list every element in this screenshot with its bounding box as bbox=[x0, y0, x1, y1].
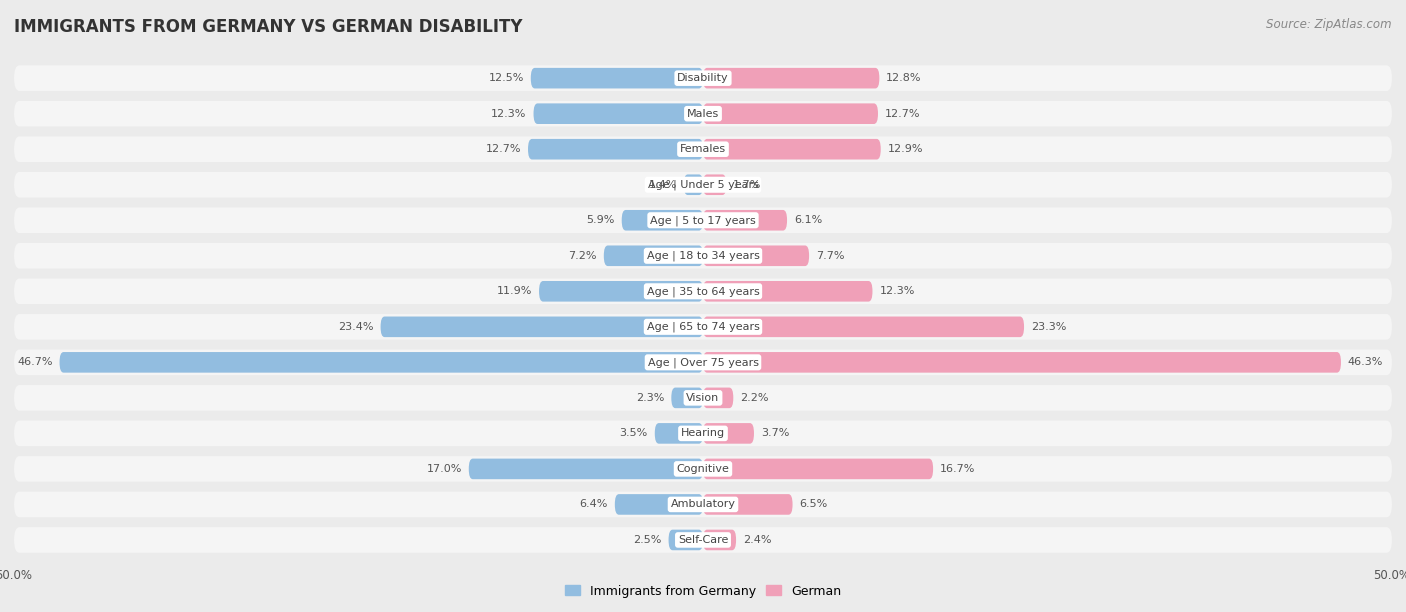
FancyBboxPatch shape bbox=[531, 68, 703, 89]
Text: 6.5%: 6.5% bbox=[800, 499, 828, 509]
FancyBboxPatch shape bbox=[14, 278, 1392, 304]
FancyBboxPatch shape bbox=[14, 491, 1392, 517]
FancyBboxPatch shape bbox=[14, 65, 1392, 91]
FancyBboxPatch shape bbox=[529, 139, 703, 160]
Text: Females: Females bbox=[681, 144, 725, 154]
Text: Age | 35 to 64 years: Age | 35 to 64 years bbox=[647, 286, 759, 297]
Text: 12.3%: 12.3% bbox=[491, 109, 527, 119]
Text: 3.5%: 3.5% bbox=[620, 428, 648, 438]
Text: Age | 18 to 34 years: Age | 18 to 34 years bbox=[647, 250, 759, 261]
FancyBboxPatch shape bbox=[703, 174, 727, 195]
Text: 16.7%: 16.7% bbox=[941, 464, 976, 474]
FancyBboxPatch shape bbox=[381, 316, 703, 337]
FancyBboxPatch shape bbox=[14, 527, 1392, 553]
FancyBboxPatch shape bbox=[621, 210, 703, 231]
Text: 12.5%: 12.5% bbox=[488, 73, 524, 83]
FancyBboxPatch shape bbox=[603, 245, 703, 266]
Text: 1.7%: 1.7% bbox=[734, 180, 762, 190]
FancyBboxPatch shape bbox=[703, 352, 1341, 373]
Text: 6.4%: 6.4% bbox=[579, 499, 607, 509]
Text: 1.4%: 1.4% bbox=[648, 180, 676, 190]
Text: 7.7%: 7.7% bbox=[815, 251, 845, 261]
FancyBboxPatch shape bbox=[14, 314, 1392, 340]
FancyBboxPatch shape bbox=[703, 387, 734, 408]
FancyBboxPatch shape bbox=[59, 352, 703, 373]
FancyBboxPatch shape bbox=[655, 423, 703, 444]
Text: 46.7%: 46.7% bbox=[17, 357, 52, 367]
Text: 23.4%: 23.4% bbox=[339, 322, 374, 332]
FancyBboxPatch shape bbox=[669, 529, 703, 550]
Text: Age | Under 5 years: Age | Under 5 years bbox=[648, 179, 758, 190]
FancyBboxPatch shape bbox=[703, 529, 737, 550]
Text: Hearing: Hearing bbox=[681, 428, 725, 438]
Text: Age | 65 to 74 years: Age | 65 to 74 years bbox=[647, 321, 759, 332]
FancyBboxPatch shape bbox=[703, 68, 879, 89]
FancyBboxPatch shape bbox=[703, 281, 873, 302]
Text: Vision: Vision bbox=[686, 393, 720, 403]
FancyBboxPatch shape bbox=[14, 456, 1392, 482]
FancyBboxPatch shape bbox=[14, 385, 1392, 411]
Text: Age | Over 75 years: Age | Over 75 years bbox=[648, 357, 758, 368]
FancyBboxPatch shape bbox=[703, 103, 877, 124]
FancyBboxPatch shape bbox=[468, 458, 703, 479]
FancyBboxPatch shape bbox=[14, 349, 1392, 375]
FancyBboxPatch shape bbox=[14, 136, 1392, 162]
Text: 12.7%: 12.7% bbox=[485, 144, 522, 154]
Text: Source: ZipAtlas.com: Source: ZipAtlas.com bbox=[1267, 18, 1392, 31]
FancyBboxPatch shape bbox=[703, 423, 754, 444]
Text: 12.9%: 12.9% bbox=[887, 144, 924, 154]
FancyBboxPatch shape bbox=[533, 103, 703, 124]
Text: Age | 5 to 17 years: Age | 5 to 17 years bbox=[650, 215, 756, 225]
Text: 23.3%: 23.3% bbox=[1031, 322, 1066, 332]
Text: Self-Care: Self-Care bbox=[678, 535, 728, 545]
Text: 12.7%: 12.7% bbox=[884, 109, 921, 119]
Text: Males: Males bbox=[688, 109, 718, 119]
FancyBboxPatch shape bbox=[14, 172, 1392, 198]
FancyBboxPatch shape bbox=[703, 245, 808, 266]
FancyBboxPatch shape bbox=[14, 420, 1392, 446]
Text: 12.8%: 12.8% bbox=[886, 73, 922, 83]
Text: 3.7%: 3.7% bbox=[761, 428, 789, 438]
FancyBboxPatch shape bbox=[14, 101, 1392, 127]
FancyBboxPatch shape bbox=[14, 243, 1392, 269]
Text: 46.3%: 46.3% bbox=[1348, 357, 1384, 367]
FancyBboxPatch shape bbox=[671, 387, 703, 408]
Text: 7.2%: 7.2% bbox=[568, 251, 598, 261]
FancyBboxPatch shape bbox=[538, 281, 703, 302]
Text: 2.3%: 2.3% bbox=[636, 393, 665, 403]
Text: Cognitive: Cognitive bbox=[676, 464, 730, 474]
Text: 17.0%: 17.0% bbox=[426, 464, 461, 474]
Text: Ambulatory: Ambulatory bbox=[671, 499, 735, 509]
Text: IMMIGRANTS FROM GERMANY VS GERMAN DISABILITY: IMMIGRANTS FROM GERMANY VS GERMAN DISABI… bbox=[14, 18, 523, 36]
Legend: Immigrants from Germany, German: Immigrants from Germany, German bbox=[560, 580, 846, 602]
FancyBboxPatch shape bbox=[614, 494, 703, 515]
FancyBboxPatch shape bbox=[703, 139, 880, 160]
Text: 2.2%: 2.2% bbox=[740, 393, 769, 403]
FancyBboxPatch shape bbox=[703, 210, 787, 231]
Text: 11.9%: 11.9% bbox=[496, 286, 531, 296]
Text: 6.1%: 6.1% bbox=[794, 215, 823, 225]
FancyBboxPatch shape bbox=[703, 494, 793, 515]
FancyBboxPatch shape bbox=[703, 316, 1024, 337]
FancyBboxPatch shape bbox=[14, 207, 1392, 233]
FancyBboxPatch shape bbox=[703, 458, 934, 479]
Text: 5.9%: 5.9% bbox=[586, 215, 614, 225]
FancyBboxPatch shape bbox=[683, 174, 703, 195]
Text: 2.4%: 2.4% bbox=[742, 535, 772, 545]
Text: Disability: Disability bbox=[678, 73, 728, 83]
Text: 12.3%: 12.3% bbox=[879, 286, 915, 296]
Text: 2.5%: 2.5% bbox=[633, 535, 662, 545]
